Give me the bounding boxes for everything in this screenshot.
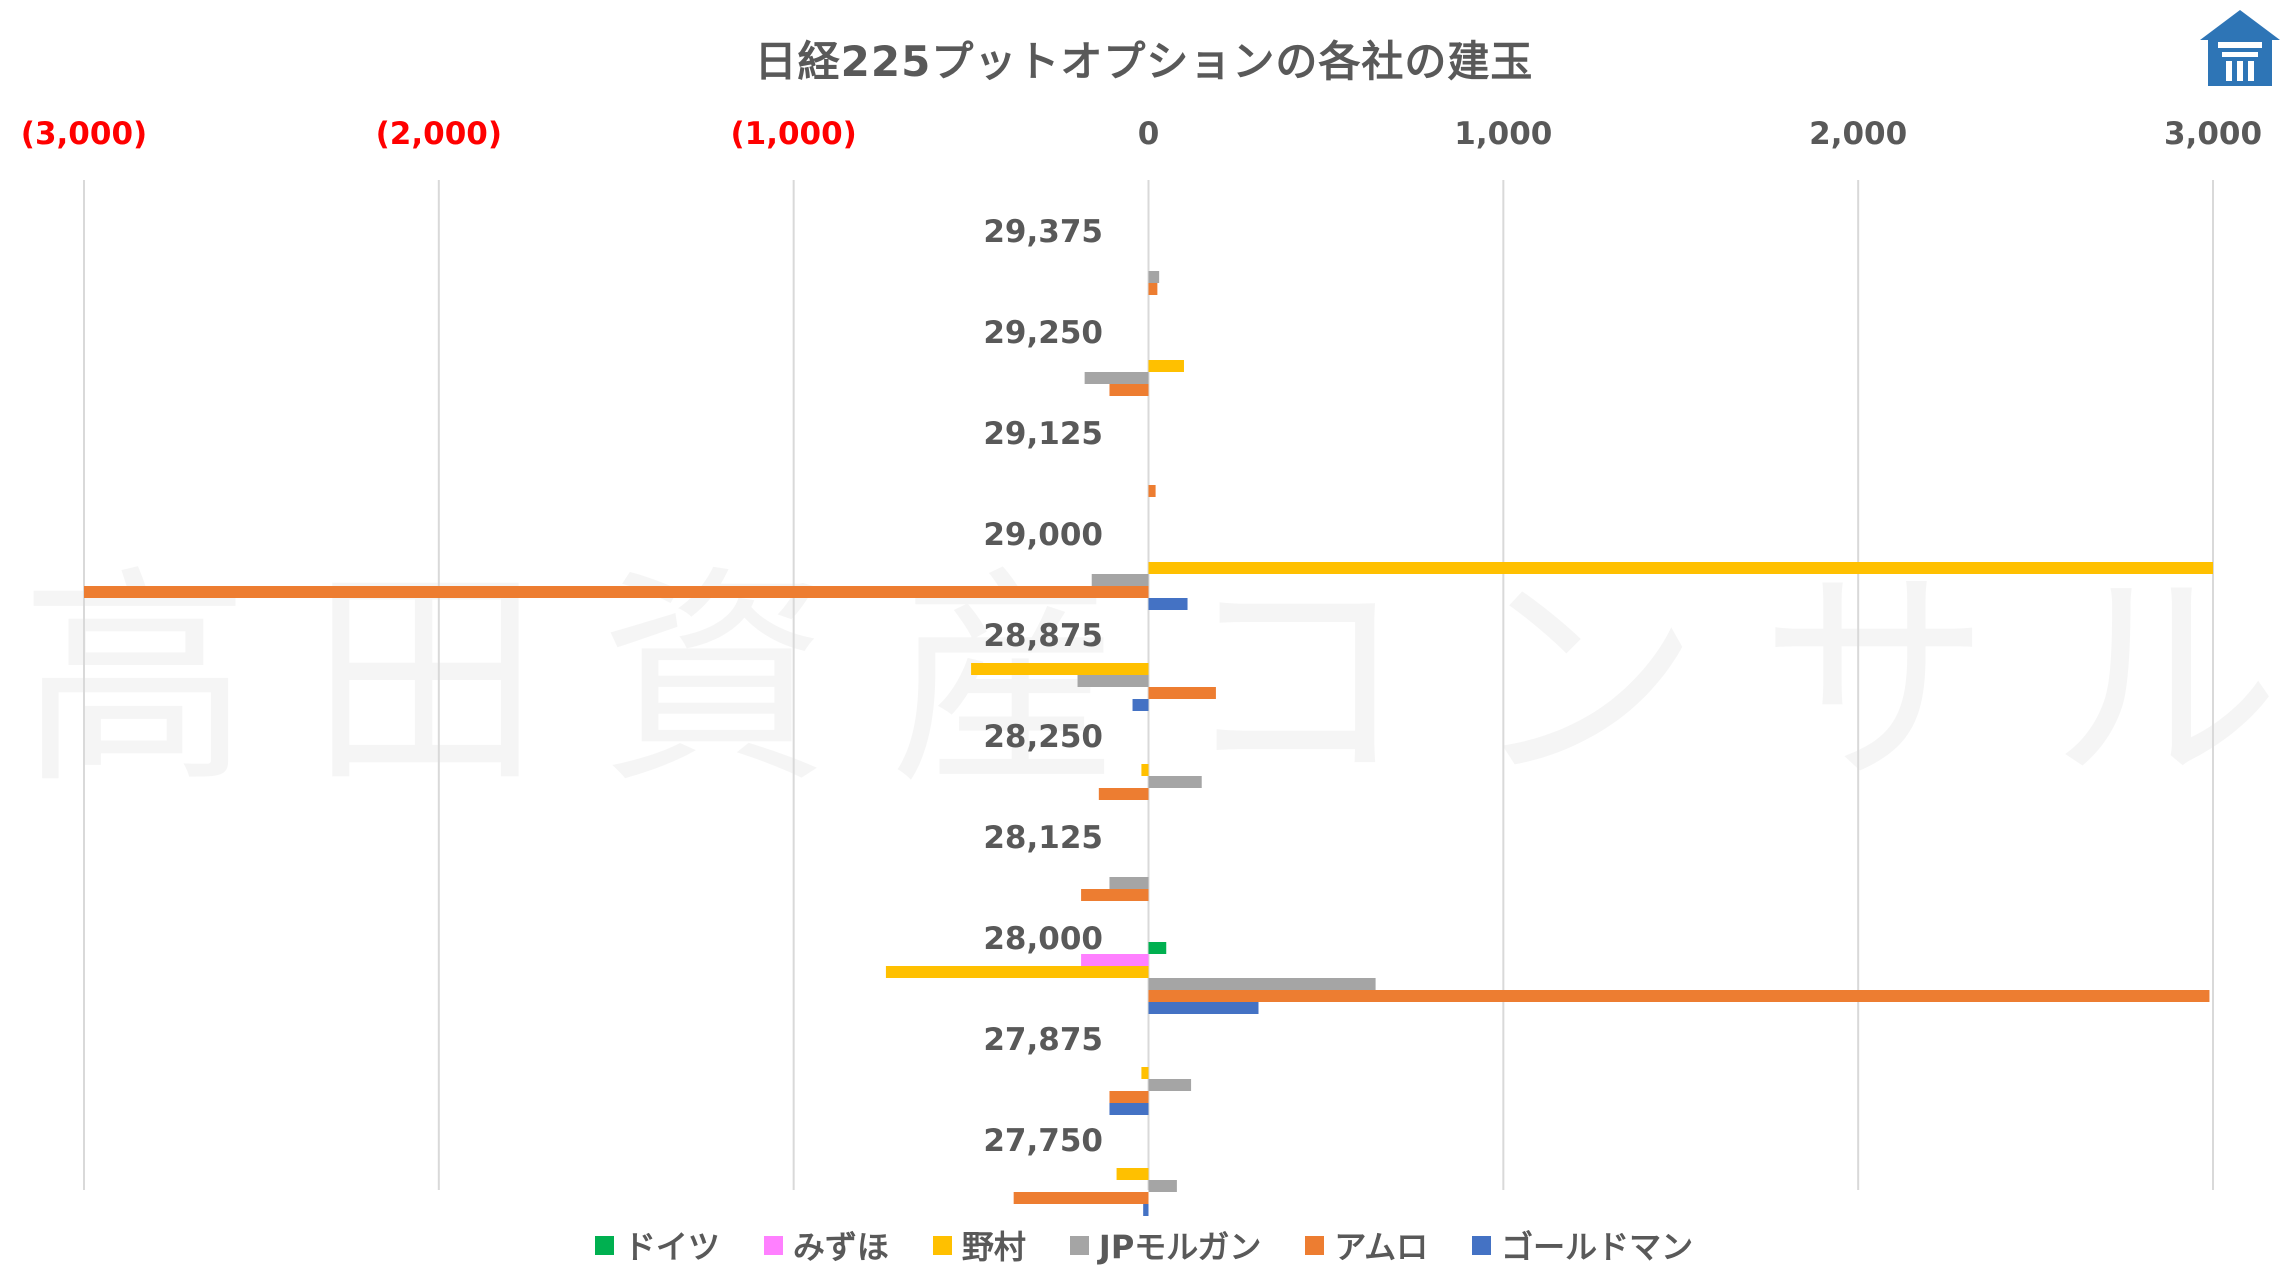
bar [84,586,1149,598]
bar [1148,360,1184,372]
bar [1116,1168,1149,1180]
bar [1141,1067,1149,1079]
legend-item: みずほ [763,1222,889,1268]
legend-label: みずほ [792,1228,889,1266]
x-tick-label: 1,000 [1454,116,1552,152]
legend-label: 野村 [961,1228,1026,1266]
bar [1148,942,1167,954]
bar [1098,788,1149,800]
category-labels: 29,375 29,250 29,125 29,000 28,875 28,250 28,1… [983,214,1103,1159]
bar [1143,1204,1149,1216]
legend-item: JPモルガン [1069,1222,1262,1268]
bar [1148,1180,1177,1192]
category-label: 27,750 [983,1123,1103,1159]
bars [84,271,2213,1216]
bar [1109,877,1149,889]
legend-swatch [932,1235,952,1255]
bar [1084,372,1149,384]
category-label: 29,375 [983,214,1103,250]
category-label: 28,000 [983,921,1103,957]
category-label: 29,125 [983,416,1103,452]
legend-label: ゴールドマン [1501,1228,1694,1266]
bar [1148,485,1156,497]
legend-swatch [1069,1235,1089,1255]
bar [1148,1079,1192,1091]
x-tick-label: 0 [1138,116,1160,152]
chart-title: 日経225プットオプションの各社の建玉 [754,37,1534,86]
legend-swatch [594,1235,614,1255]
x-tick-label: 3,000 [2164,116,2262,152]
bar [1109,1103,1149,1115]
legend-swatch [1305,1235,1325,1255]
bar [1013,1192,1149,1204]
legend-label: アムロ [1334,1228,1429,1266]
legend-swatch [763,1235,783,1255]
bar [1109,384,1149,396]
x-tick-labels: (3,000) (2,000) (1,000) 0 1,000 2,000 3,000 [21,116,2262,152]
bar [1148,776,1202,788]
bar [1077,675,1149,687]
bar [1148,562,2213,574]
bar [1148,283,1158,295]
bar [1148,271,1160,283]
bar [1148,990,2210,1002]
legend: ドイツ みずほ 野村 JPモルガン アムロ ゴールドマン [0,1222,2288,1268]
company-logo-icon [2196,6,2284,94]
legend-label: ドイツ [623,1228,720,1266]
legend-item: 野村 [932,1222,1026,1268]
bar [971,663,1149,675]
bar [1148,687,1216,699]
legend-swatch [1472,1235,1492,1255]
legend-label: JPモルガン [1098,1228,1262,1266]
category-label: 29,250 [983,315,1103,351]
bar [1109,1091,1149,1103]
category-label: 27,875 [983,1022,1103,1058]
legend-item: アムロ [1305,1222,1428,1268]
bar [1148,598,1188,610]
x-tick-label: (3,000) [21,116,147,152]
bar [1148,1002,1259,1014]
bar [1091,574,1149,586]
x-tick-label: 2,000 [1809,116,1907,152]
category-label: 28,875 [983,618,1103,654]
category-label: 28,125 [983,820,1103,856]
bar [1081,954,1149,966]
category-label: 28,250 [983,719,1103,755]
bar [1141,764,1149,776]
bar [1081,889,1149,901]
legend-item: ドイツ [594,1222,720,1268]
bar [1148,978,1376,990]
category-label: 29,000 [983,517,1103,553]
bar [1132,699,1149,711]
bar [885,966,1149,978]
legend-item: ゴールドマン [1472,1222,1693,1268]
x-tick-label: (2,000) [376,116,502,152]
x-tick-label: (1,000) [730,116,856,152]
